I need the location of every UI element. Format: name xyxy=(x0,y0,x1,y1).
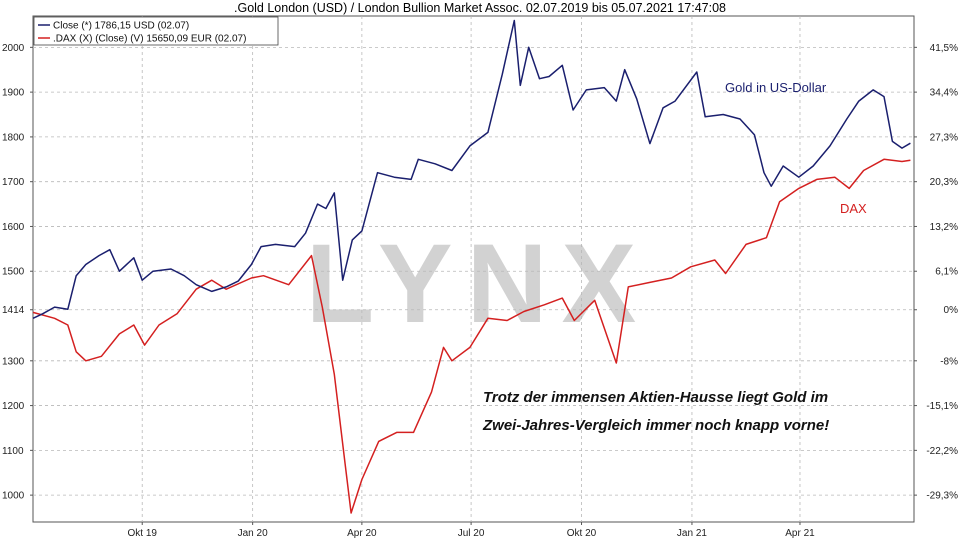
annotation-line-1: Trotz der immensen Aktien-Hausse liegt G… xyxy=(483,389,828,406)
x-tick-label: Jan 21 xyxy=(677,528,707,539)
left-axis: 2000 1900 1800 1700 1600 1500 1414 1300 1200 1100… xyxy=(2,43,33,502)
annotation-line-2: Zwei-Jahres-Vergleich immer noch knapp v… xyxy=(482,417,829,434)
y-tick-label: 1900 xyxy=(2,88,25,99)
grid xyxy=(33,16,914,522)
right-axis: 41,5% 34,4% 27,3% 20,3% 13,2% 6,1% 0% -8% -15,1%… xyxy=(914,43,958,502)
y2-tick-label: -29,3% xyxy=(926,491,958,502)
gold-series-label: Gold in US-Dollar xyxy=(725,80,827,95)
series-lines xyxy=(32,19,911,514)
x-tick-label: Jul 20 xyxy=(458,528,485,539)
legend: Close (*) 1786,15 USD (02.07) .DAX (X) (… xyxy=(33,16,279,46)
y-tick-label: 1100 xyxy=(2,446,24,457)
y2-tick-label: 27,3% xyxy=(930,132,958,143)
y2-tick-label: 0% xyxy=(944,305,959,316)
y2-tick-label: -22,2% xyxy=(926,446,958,457)
y2-tick-label: 34,4% xyxy=(930,88,958,99)
y2-tick-label: 13,2% xyxy=(930,222,958,233)
y2-tick-label: 20,3% xyxy=(930,177,958,188)
legend-entry-gold: Close (*) 1786,15 USD (02.07) xyxy=(53,21,189,32)
watermark: LYNX xyxy=(306,221,650,346)
y2-tick-label: -15,1% xyxy=(926,401,958,412)
x-tick-label: Apr 21 xyxy=(785,528,815,539)
series-line-dax xyxy=(32,158,911,514)
x-tick-label: Jan 20 xyxy=(238,528,268,539)
y2-tick-label: -8% xyxy=(940,356,958,367)
dax-series-label: DAX xyxy=(840,201,867,216)
y-tick-label: 1500 xyxy=(2,267,25,278)
series-line-gold-in-us-dollar xyxy=(32,19,911,319)
y-tick-label: 1600 xyxy=(2,222,25,233)
y-tick-label: 1800 xyxy=(2,132,25,143)
x-tick-label: Apr 20 xyxy=(347,528,377,539)
y-tick-label: 1414 xyxy=(2,305,25,316)
y-tick-label: 1200 xyxy=(2,401,25,412)
x-tick-label: Okt 20 xyxy=(567,528,597,539)
y-tick-label: 1300 xyxy=(2,356,25,367)
y2-tick-label: 41,5% xyxy=(930,43,958,54)
chart-title: .Gold London (USD) / London Bullion Mark… xyxy=(234,1,726,15)
y2-tick-label: 6,1% xyxy=(935,267,958,278)
legend-box xyxy=(33,16,279,46)
y-tick-label: 1000 xyxy=(2,491,25,502)
x-tick-label: Okt 19 xyxy=(127,528,157,539)
legend-entry-dax: .DAX (X) (Close) (V) 15650,09 EUR (02.07… xyxy=(53,34,246,45)
y-tick-label: 2000 xyxy=(2,43,25,54)
x-axis: Okt 19 Jan 20 Apr 20 Jul 20 Okt 20 Jan 21 Apr … xyxy=(127,522,815,539)
y-tick-label: 1700 xyxy=(2,177,25,188)
plot-area xyxy=(32,15,915,523)
